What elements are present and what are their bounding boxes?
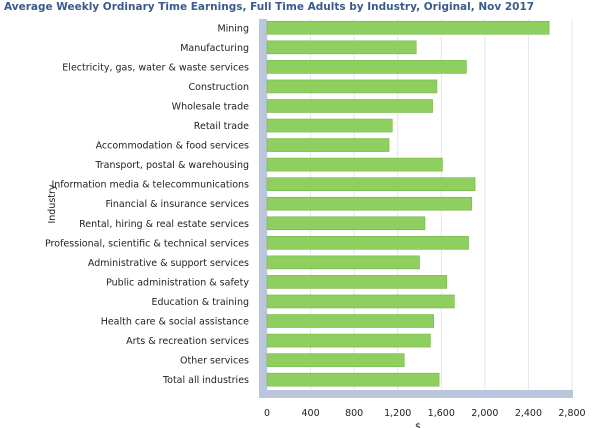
bar[interactable] bbox=[266, 275, 448, 289]
category-label: Administrative & support services bbox=[88, 258, 249, 269]
category-label: Health care & social assistance bbox=[101, 317, 249, 328]
y-axis-bar bbox=[259, 19, 267, 390]
x-axis-label: $ bbox=[415, 422, 421, 428]
x-tick-label: 1,600 bbox=[428, 408, 455, 419]
category-label: Transport, postal & warehousing bbox=[94, 160, 249, 171]
bar[interactable] bbox=[266, 196, 473, 211]
bar[interactable] bbox=[266, 118, 393, 133]
x-tick-label: 2,800 bbox=[558, 408, 585, 419]
category-label: Wholesale trade bbox=[172, 101, 249, 112]
bar[interactable] bbox=[266, 216, 426, 231]
x-tick-label: 0 bbox=[264, 408, 270, 419]
bar[interactable] bbox=[266, 99, 433, 113]
bar[interactable] bbox=[266, 40, 417, 55]
x-tick-label: 2,400 bbox=[515, 408, 542, 419]
bar[interactable] bbox=[266, 294, 455, 309]
category-label: Retail trade bbox=[194, 121, 249, 132]
bar[interactable] bbox=[266, 60, 467, 74]
category-label: Manufacturing bbox=[180, 43, 249, 54]
x-tick-label: 2,000 bbox=[471, 408, 498, 419]
category-label: Accommodation & food services bbox=[96, 141, 249, 152]
bar[interactable] bbox=[266, 353, 405, 367]
bars bbox=[266, 20, 550, 387]
bar[interactable] bbox=[266, 314, 434, 328]
bar[interactable] bbox=[266, 333, 431, 348]
bar[interactable] bbox=[266, 79, 438, 94]
category-label: Mining bbox=[217, 23, 249, 34]
category-label: Public administration & safety bbox=[106, 277, 249, 288]
category-label: Construction bbox=[189, 82, 250, 93]
bar[interactable] bbox=[266, 236, 469, 250]
x-tick-label: 1,200 bbox=[384, 408, 411, 419]
category-label: Professional, scientific & technical ser… bbox=[45, 238, 249, 249]
category-label: Electricity, gas, water & waste services bbox=[62, 62, 249, 73]
category-label: Other services bbox=[180, 356, 249, 367]
x-tick-label: 800 bbox=[345, 408, 363, 419]
x-tick-labels: 0 400 800 1,200 1,600 2,000 2,400 2,800 bbox=[264, 408, 586, 419]
category-label: Financial & insurance services bbox=[106, 199, 250, 210]
bar[interactable] bbox=[266, 177, 476, 191]
bar[interactable] bbox=[266, 138, 390, 152]
category-label: Arts & recreation services bbox=[126, 336, 249, 347]
category-labels: Mining Manufacturing Electricity, gas, wat… bbox=[45, 23, 249, 386]
category-label: Education & training bbox=[151, 297, 249, 308]
category-label: Total all industries bbox=[162, 375, 249, 386]
category-label: Information media & telecommunications bbox=[51, 180, 249, 191]
y-axis-label: Industry bbox=[47, 184, 58, 223]
bar[interactable] bbox=[266, 20, 550, 35]
x-axis-bar bbox=[259, 390, 573, 398]
category-label: Rental, hiring & real estate services bbox=[79, 219, 249, 230]
x-tick-label: 400 bbox=[302, 408, 320, 419]
chart-title: Average Weekly Ordinary Time Earnings, F… bbox=[4, 1, 534, 13]
bar[interactable] bbox=[266, 157, 443, 172]
bar[interactable] bbox=[266, 255, 420, 270]
bar[interactable] bbox=[266, 372, 440, 387]
